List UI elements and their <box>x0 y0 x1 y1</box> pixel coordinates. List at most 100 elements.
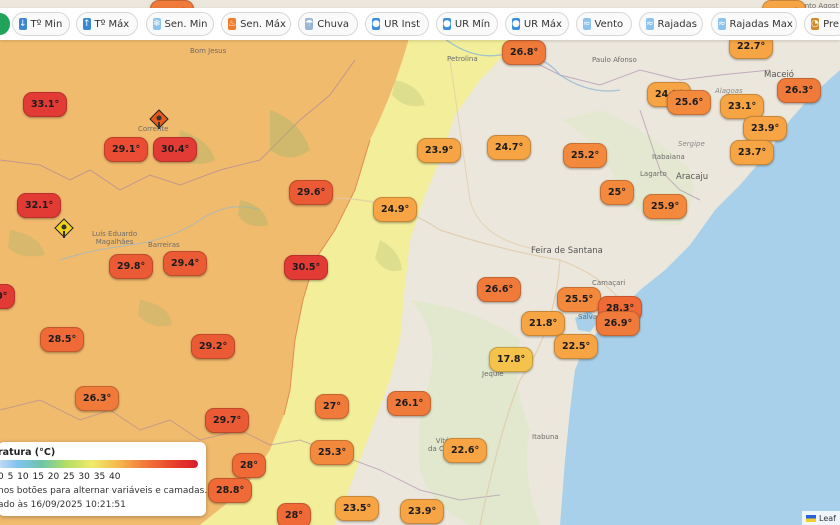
place-label: Itabaiana <box>652 153 685 161</box>
toolbar-button-label: Rajadas <box>657 18 697 30</box>
place-label: Maceió <box>764 70 795 80</box>
fire-icon: ♨ <box>228 18 237 30</box>
toolbar-button-rajadas[interactable]: ≈ Rajadas <box>639 12 703 36</box>
temperature-marker[interactable]: 26.1° <box>387 391 432 416</box>
toolbar-button-chuva[interactable]: ☂ Chuva <box>298 12 358 36</box>
toolbar-button-pre[interactable]: ◔ Pre <box>804 12 840 36</box>
place-label: Lagarto <box>640 170 667 178</box>
temperature-marker[interactable]: 29.8° <box>109 254 154 279</box>
toolbar-button-label: UR Mín <box>454 18 491 30</box>
temperature-marker[interactable]: 29.1° <box>104 137 149 162</box>
warning-sign-icon[interactable] <box>54 218 74 238</box>
toolbar-button-label: UR Inst <box>384 18 420 30</box>
legend-title: ratura (°C) <box>0 447 56 458</box>
temperature-marker[interactable]: 28° <box>277 503 311 525</box>
place-label: Bom Jesus <box>190 47 227 55</box>
temperature-marker[interactable]: 25.5° <box>557 287 602 312</box>
place-label: Paulo Afonso <box>592 56 637 64</box>
temperature-marker[interactable]: 23.9° <box>417 138 462 163</box>
temperature-marker[interactable]: 26.8° <box>502 40 547 65</box>
temperature-marker[interactable]: 25.9° <box>643 194 688 219</box>
temperature-marker[interactable]: 23.5° <box>335 496 380 521</box>
temperature-marker[interactable]: 22.6° <box>443 438 488 463</box>
temperature-marker[interactable]: 25.3° <box>310 440 355 465</box>
temperature-marker[interactable]: 21.8° <box>521 311 566 336</box>
temperature-marker[interactable]: 23.1° <box>720 94 765 119</box>
place-label: Petrolina <box>447 55 478 63</box>
snowflake-icon: ❄ <box>153 18 161 30</box>
temperature-marker[interactable]: 23.9° <box>743 116 788 141</box>
wind-icon: ≈ <box>583 18 591 30</box>
place-label: Jequié <box>482 370 504 378</box>
toolbar-button-sen-m-x[interactable]: ♨ Sen. Máx <box>221 12 291 36</box>
gauge-icon: ◔ <box>811 18 820 30</box>
warning-sign-icon[interactable] <box>149 109 169 129</box>
legend-updated-time: ado às 16/09/2025 10:21:51 <box>0 500 126 510</box>
temperature-marker[interactable]: 33.1° <box>23 92 68 117</box>
temperature-marker[interactable]: 25° <box>600 180 634 205</box>
toolbar-button-label: Rajadas Max <box>729 18 793 30</box>
toolbar-button-t-min[interactable]: ↓ Tº Min <box>12 12 70 36</box>
rain-cloud-icon: ☂ <box>305 18 314 30</box>
layer-toggle-button[interactable] <box>0 13 10 35</box>
temperature-marker[interactable]: 17.8° <box>489 347 534 372</box>
toolbar-button-label: Pre <box>823 18 839 30</box>
temperature-marker[interactable]: 23.7° <box>730 140 775 165</box>
place-label: Feira de Santana <box>531 246 603 256</box>
toolbar-button-sen-min[interactable]: ❄ Sen. Min <box>146 12 214 36</box>
temperature-marker[interactable]: 23.9° <box>400 499 445 524</box>
temperature-marker[interactable]: 25.2° <box>563 143 608 168</box>
toolbar-button-t-m-x[interactable]: ↑ Tº Máx <box>76 12 138 36</box>
toolbar-button-label: Sen. Máx <box>240 18 286 30</box>
temperature-marker[interactable]: 26.3° <box>75 386 120 411</box>
toolbar-button-label: Vento <box>594 18 624 30</box>
temperature-marker[interactable]: 26.6° <box>477 277 522 302</box>
toolbar-button-label: Sen. Min <box>164 18 208 30</box>
arrow-down-icon: ↓ <box>19 18 27 30</box>
place-label: Corrente <box>138 125 169 133</box>
arrow-up-icon: ↑ <box>83 18 91 30</box>
temperature-marker[interactable]: 28° <box>232 453 266 478</box>
toolbar-button-ur-m-x[interactable]: ● UR Máx <box>505 12 569 36</box>
temperature-marker[interactable]: 0° <box>0 284 16 309</box>
legend-color-bar <box>0 460 198 468</box>
temperature-marker[interactable]: 24.9° <box>373 197 418 222</box>
toolbar-button-label: Chuva <box>317 18 349 30</box>
temperature-marker[interactable]: 29.7° <box>205 408 250 433</box>
temperature-marker[interactable]: 30.5° <box>284 255 329 280</box>
temperature-marker[interactable]: 26.9° <box>596 311 641 336</box>
temperature-marker[interactable]: 26.3° <box>777 78 822 103</box>
temperature-marker[interactable]: 28.5° <box>40 327 85 352</box>
toolbar-button-rajadas-max[interactable]: ≈ Rajadas Max <box>711 12 797 36</box>
place-label: Aracaju <box>676 172 709 182</box>
temperature-marker[interactable]: 29.4° <box>163 251 208 276</box>
temperature-marker[interactable]: 24.7° <box>487 135 532 160</box>
temperature-marker[interactable]: 32.1° <box>17 193 62 218</box>
temperature-marker[interactable]: 29.2° <box>191 334 236 359</box>
attribution[interactable]: Leaf <box>802 511 840 525</box>
wind-icon: ≈ <box>718 18 726 30</box>
place-label: Alagoas <box>715 87 743 95</box>
temperature-marker[interactable]: 27° <box>315 394 349 419</box>
temperature-marker[interactable]: 22.5° <box>554 334 599 359</box>
toolbar-button-label: Tº Máx <box>94 18 130 30</box>
droplet-icon: ● <box>443 18 451 30</box>
legend-ticks: 0 5 10 15 20 25 30 35 40 <box>0 472 121 482</box>
variable-toolbar: ↓ Tº Min ↑ Tº Máx ❄ Sen. Min ♨ Sen. Máx ☂ Chuva ● U… <box>0 8 840 40</box>
place-label: Sergipe <box>678 140 705 148</box>
temperature-marker[interactable]: 25.6° <box>667 90 712 115</box>
temperature-marker[interactable]: 28.8° <box>208 478 253 503</box>
wind-icon: ≈ <box>646 18 654 30</box>
toolbar-button-label: UR Máx <box>523 18 562 30</box>
place-label: Barreiras <box>148 241 180 249</box>
toolbar-button-ur-inst[interactable]: ● UR Inst <box>365 12 429 36</box>
toolbar-button-vento[interactable]: ≈ Vento <box>576 12 632 36</box>
place-label: Itabuna <box>532 433 559 441</box>
attribution-text[interactable]: Leaf <box>819 513 836 523</box>
temperature-marker[interactable]: 30.4° <box>153 137 198 162</box>
toolbar-button-label: Tº Min <box>30 18 63 30</box>
toolbar-button-ur-m-n[interactable]: ● UR Mín <box>436 12 498 36</box>
temperature-marker[interactable]: 29.6° <box>289 180 334 205</box>
